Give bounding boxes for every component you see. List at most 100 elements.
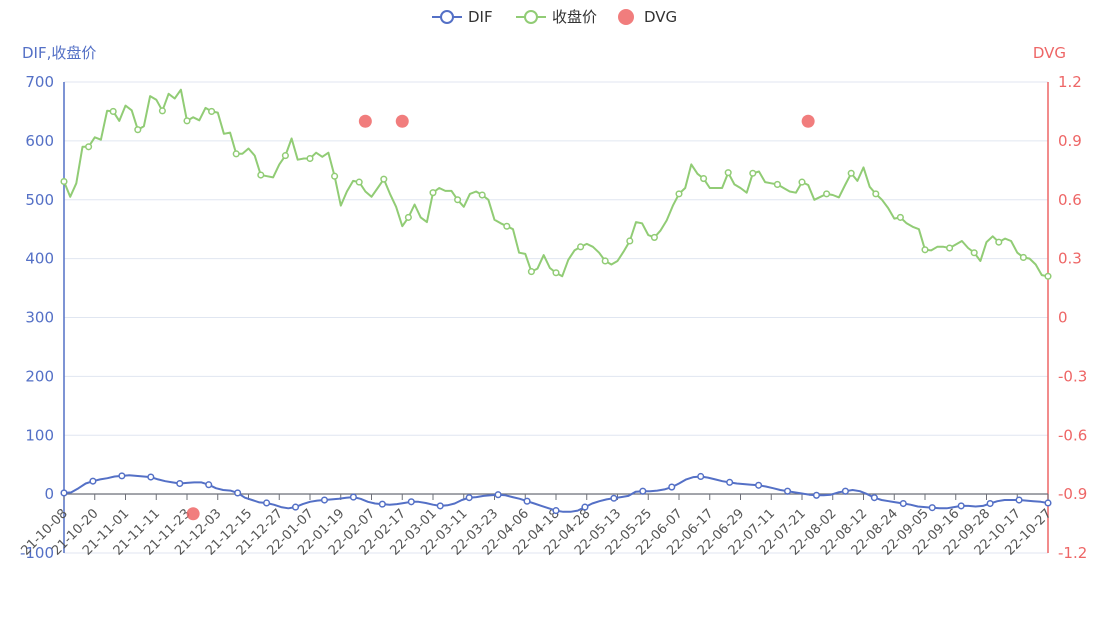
series-point[interactable] [1019,253,1027,261]
series-point[interactable] [503,222,511,230]
series-point[interactable] [921,246,929,254]
series-point[interactable] [109,107,117,115]
legend-item[interactable]: 收盘价 [516,8,597,26]
series-point[interactable] [183,117,191,125]
series-point[interactable] [355,178,363,186]
series-point[interactable] [577,243,585,251]
y-left-tick-label: -100 [20,544,54,562]
dvg-point[interactable] [395,114,409,128]
series-point[interactable] [465,494,473,502]
series-point[interactable] [957,502,965,510]
y-left-tick-label: 600 [25,132,54,150]
legend-marker [618,9,634,25]
series-point[interactable] [773,180,781,188]
series-point[interactable] [1044,499,1052,507]
series-point[interactable] [726,478,734,486]
series-point[interactable] [378,500,386,508]
series-point[interactable] [320,496,329,504]
series-point[interactable] [281,152,289,160]
y-right-tick-label: 0.9 [1058,132,1082,150]
series-point[interactable] [89,477,97,485]
series-point[interactable] [899,499,907,508]
series-point[interactable] [700,175,708,183]
legend[interactable]: DIF 收盘价 DVG [432,8,677,26]
series-point[interactable] [263,499,271,507]
series-point[interactable] [798,178,806,186]
series-point[interactable] [436,502,444,510]
y-right-tick-label: 0 [1058,309,1068,327]
series-point[interactable] [841,487,849,495]
legend-marker [440,10,454,24]
series-point[interactable] [896,213,904,221]
y-left-tick-label: 700 [25,73,54,91]
series-point[interactable] [668,483,676,491]
series-point[interactable] [724,169,732,177]
series-point[interactable] [812,491,821,499]
y-right-tick-label: 1.2 [1058,73,1082,91]
series-point[interactable] [349,493,357,501]
dvg-point[interactable] [801,114,815,128]
series-point[interactable] [331,172,339,180]
series-point[interactable] [478,191,486,199]
series-point[interactable] [147,473,155,481]
series-point[interactable] [232,150,240,158]
series-point[interactable] [454,196,462,204]
series-point[interactable] [986,499,994,508]
series-point[interactable] [823,190,831,198]
series-point[interactable] [257,171,265,179]
y-left-tick-label: 200 [25,367,54,385]
series-point[interactable] [205,481,213,489]
series-point[interactable] [208,107,216,115]
series-point[interactable] [404,213,412,221]
series-point[interactable] [946,244,954,252]
series-point[interactable] [158,107,166,115]
series-point[interactable] [870,494,878,502]
series-point[interactable] [176,479,184,488]
legend-label: DIF [468,8,493,26]
series-point[interactable] [429,189,437,197]
series-point[interactable] [1044,272,1052,280]
series-point[interactable] [601,257,609,265]
series-point[interactable] [85,143,93,151]
series-point[interactable] [118,472,126,480]
dvg-point[interactable] [186,507,200,521]
series-point[interactable] [523,497,531,505]
series-point[interactable] [527,268,535,276]
series-point[interactable] [234,489,242,497]
series-point[interactable] [581,503,589,511]
y-left-tick-label: 300 [25,309,54,327]
series-point[interactable] [995,238,1003,246]
series-layer [60,88,1052,521]
series-point[interactable] [749,169,757,177]
series-point[interactable] [60,177,68,186]
series-point[interactable] [407,498,415,506]
series-point[interactable] [552,269,560,277]
y-right-tick-label: -0.3 [1058,367,1087,385]
series-point[interactable] [60,489,68,497]
series-point[interactable] [675,190,683,198]
series-point[interactable] [970,249,978,257]
series-point[interactable] [306,154,314,163]
series-point[interactable] [494,491,502,499]
series-point[interactable] [872,190,880,198]
series-point[interactable] [291,503,300,511]
dvg-point[interactable] [358,114,372,128]
series-point[interactable] [928,504,936,512]
series-point[interactable] [650,233,658,241]
series-point[interactable] [783,487,792,495]
series-point[interactable] [755,481,763,489]
series-point[interactable] [380,175,388,183]
series-point[interactable] [697,472,705,481]
legend-item[interactable]: DVG [618,8,677,26]
series-point[interactable] [1015,496,1023,504]
series-point[interactable] [552,507,560,515]
series-point[interactable] [626,237,634,245]
y-left-tick-label: 400 [25,250,54,268]
series-point[interactable] [639,487,647,495]
series-point[interactable] [134,126,142,134]
series-point[interactable] [847,169,855,177]
y-right-tick-label: 0.3 [1058,250,1082,268]
legend-item[interactable]: DIF [432,8,493,26]
series-point[interactable] [610,494,618,502]
